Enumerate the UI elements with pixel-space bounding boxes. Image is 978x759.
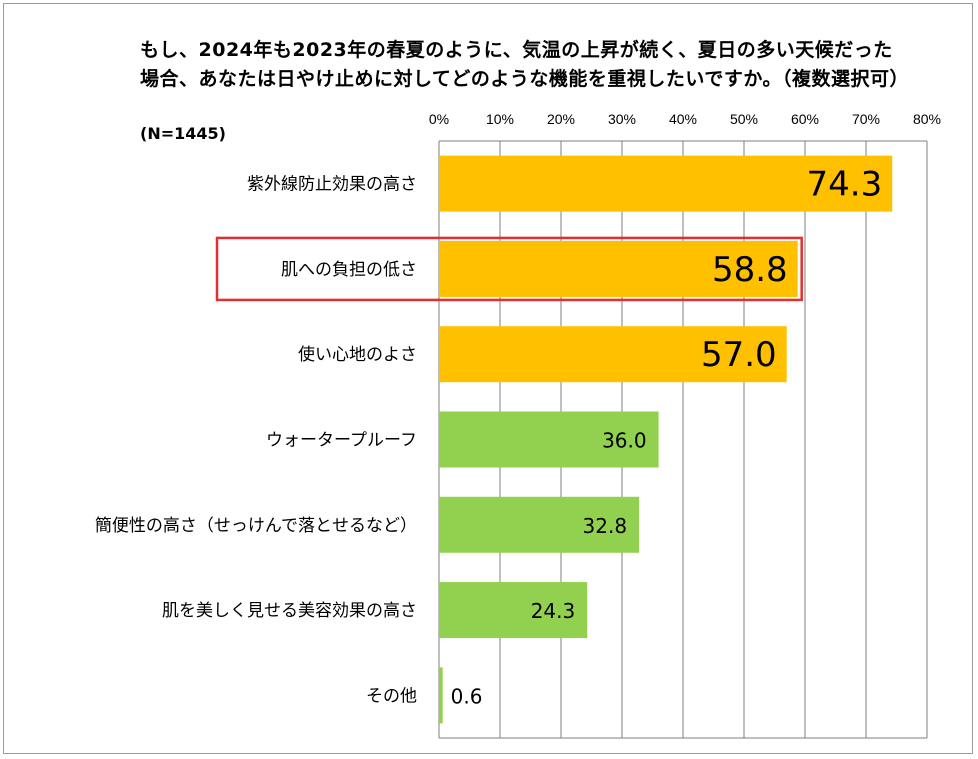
data-label: 32.8 (583, 514, 628, 538)
data-label: 0.6 (451, 684, 483, 708)
category-label: その他 (366, 686, 417, 706)
x-tick-label: 60% (791, 111, 819, 127)
data-label: 74.3 (807, 165, 883, 205)
bar (439, 240, 798, 297)
bar (439, 667, 443, 724)
x-tick-label: 10% (486, 111, 514, 127)
x-tick-label: 40% (669, 111, 697, 127)
data-label: 57.0 (701, 335, 777, 375)
x-tick-label: 20% (547, 111, 575, 127)
chart-title: もし、2024年も2023年の春夏のように、気温の上昇が続く、夏日の多い天候だっ… (140, 39, 909, 90)
category-label: 紫外線防止効果の高さ (247, 175, 417, 195)
bar (439, 326, 787, 383)
x-tick-label: 0% (429, 111, 449, 127)
bar (439, 155, 893, 212)
x-tick-label: 30% (608, 111, 636, 127)
highlight-layer (215, 236, 803, 302)
category-label: ウォータープルーフ (266, 431, 417, 451)
data-label: 58.8 (712, 250, 788, 290)
sample-size-label: (N=1445) (140, 124, 226, 143)
bar (439, 411, 659, 468)
data-labels: 74.3 58.8 57.0 36.0 32.8 24.3 0.6 (451, 165, 883, 709)
x-tick-label: 50% (730, 111, 758, 127)
x-tick-label: 70% (852, 111, 880, 127)
bar-layer (439, 155, 893, 724)
highlight-box (215, 236, 803, 302)
category-label: 肌への負担の低さ (281, 260, 417, 280)
category-label: 簡便性の高さ（せっけんで落とせるなど） (95, 516, 417, 536)
chart-frame (3, 3, 973, 754)
category-label: 使い心地のよさ (298, 344, 417, 365)
bar (439, 582, 588, 639)
data-label: 36.0 (602, 429, 647, 453)
tick-layer: 0% 10% 20% 30% 40% 50% 60% 70% 80% (429, 111, 941, 127)
category-labels: 紫外線防止効果の高さ肌への負担の低さ使い心地のよさウォータープルーフ簡便性の高さ… (95, 175, 417, 707)
bar (439, 496, 640, 553)
data-label: 24.3 (531, 599, 576, 623)
category-label: 肌を美しく見せる美容効果の高さ (162, 601, 417, 621)
x-tick-label: 80% (913, 111, 941, 127)
